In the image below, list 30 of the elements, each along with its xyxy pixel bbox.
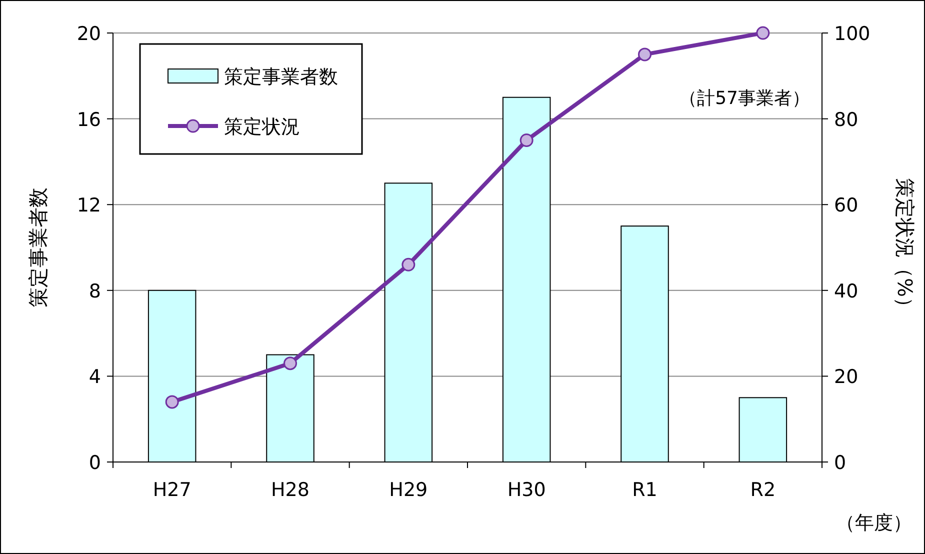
legend-label: 策定事業者数 <box>224 66 338 88</box>
y2-tick-label: 20 <box>834 366 858 388</box>
y-tick-label: 0 <box>88 452 101 474</box>
x-tick-label: H29 <box>389 479 428 501</box>
y2-tick-label: 0 <box>834 452 846 474</box>
legend-label: 策定状況 <box>224 116 300 138</box>
y-tick-label: 12 <box>76 194 101 217</box>
y-axis-title: 策定事業者数 <box>26 188 50 308</box>
point <box>520 134 534 147</box>
x-tick-label: H28 <box>271 479 310 501</box>
y-tick-label: 4 <box>88 366 101 388</box>
y2-tick-label: 80 <box>834 108 858 131</box>
y2-tick-label: 60 <box>834 194 858 217</box>
point <box>402 258 416 272</box>
annotation: （計57事業者） <box>679 88 810 109</box>
x-axis-title: （年度） <box>836 512 912 534</box>
x-tick-label: R2 <box>750 479 776 501</box>
point <box>638 48 652 62</box>
point <box>165 395 179 409</box>
x-tick-label: R1 <box>632 479 658 501</box>
x-tick-label: H27 <box>152 479 192 501</box>
y2-tick-label: 40 <box>834 280 858 302</box>
y2-tick-label: 100 <box>834 23 870 45</box>
y2-axis-title: 策定状況（%） <box>893 178 917 318</box>
y-tick-label: 8 <box>88 280 101 302</box>
y-tick-label: 20 <box>76 23 101 45</box>
x-tick-label: H30 <box>507 479 546 501</box>
point <box>284 356 297 370</box>
y-tick-label: 16 <box>76 108 101 131</box>
point <box>756 26 770 40</box>
